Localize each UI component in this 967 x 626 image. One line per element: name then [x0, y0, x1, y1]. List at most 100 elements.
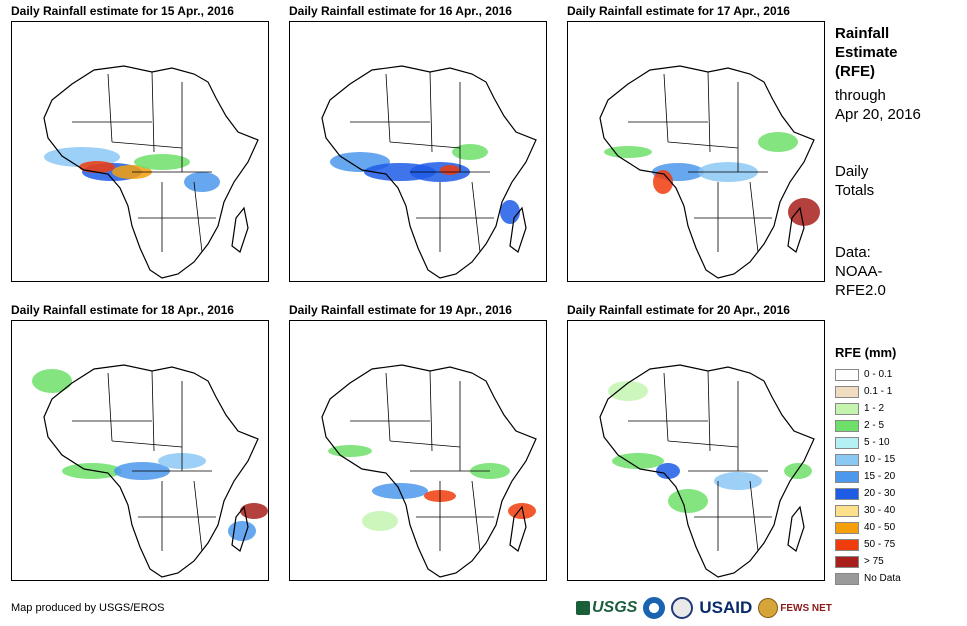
country-borders: [350, 370, 494, 552]
legend-swatch: [835, 521, 859, 534]
rainfall-area: [612, 453, 664, 469]
legend-item: 5 - 10: [835, 434, 901, 451]
legend-label: No Data: [864, 573, 901, 584]
rainfall-area: [32, 369, 72, 393]
coastline: [787, 206, 805, 253]
coastline: [599, 364, 815, 578]
legend-item: 50 - 75: [835, 536, 901, 553]
rainfall-area: [653, 170, 673, 194]
map-panel-18-apr: Daily Rainfall estimate for 18 Apr., 201…: [11, 303, 269, 581]
rainfall-map: [567, 21, 825, 282]
panel-title: Daily Rainfall estimate for 17 Apr., 201…: [567, 4, 790, 18]
coastline: [509, 206, 527, 253]
map-panel-17-apr: Daily Rainfall estimate for 17 Apr., 201…: [567, 4, 825, 282]
rainfall-map: [567, 320, 825, 581]
rainfall-area: [228, 521, 256, 541]
rainfall-area: [79, 161, 115, 173]
legend-item: 20 - 30: [835, 485, 901, 502]
panel-title: Daily Rainfall estimate for 18 Apr., 201…: [11, 303, 234, 317]
rainfall-area: [758, 132, 798, 152]
coastline: [599, 65, 815, 279]
usaid-logo: USAID: [699, 598, 753, 617]
legend-item: 0.1 - 1: [835, 383, 901, 400]
legend-swatch: [835, 538, 859, 551]
rainfall-area: [184, 172, 220, 192]
rainfall-area: [452, 144, 488, 160]
panel-title: Daily Rainfall estimate for 16 Apr., 201…: [289, 4, 512, 18]
legend-swatch: [835, 419, 859, 432]
usgs-wave-icon: [576, 601, 590, 615]
map-graphic: [43, 65, 259, 279]
legend-item: 10 - 15: [835, 451, 901, 468]
legend-label: > 75: [864, 556, 884, 567]
map-graphic: [32, 364, 268, 578]
totals-line: Daily: [835, 163, 869, 180]
legend-swatch: [835, 572, 859, 585]
totals-line: Totals: [835, 182, 875, 199]
country-borders: [628, 370, 772, 552]
map-panel-15-apr: Daily Rainfall estimate for 15 Apr., 201…: [11, 4, 269, 282]
rainfall-area: [784, 463, 812, 479]
legend-item: 30 - 40: [835, 502, 901, 519]
legend-swatch: [835, 453, 859, 466]
coastline: [43, 65, 259, 279]
rainfall-area: [500, 200, 520, 224]
side-title: Rainfall Estimate (RFE): [835, 24, 898, 81]
side-totals: Daily Totals: [835, 162, 874, 200]
coastline: [231, 206, 249, 253]
globe-icon: [758, 598, 779, 618]
legend-item: > 75: [835, 553, 901, 570]
through-date: Apr 20, 2016: [835, 106, 921, 123]
legend-label: 1 - 2: [864, 403, 885, 414]
rainfall-map: [11, 320, 269, 581]
side-data-source: Data: NOAA- RFE2.0: [835, 243, 886, 300]
rainfall-area: [134, 154, 190, 170]
legend-swatch: [835, 487, 859, 500]
rainfall-map: [11, 21, 269, 282]
country-borders: [72, 71, 216, 253]
legend-item: 2 - 5: [835, 417, 901, 434]
country-borders: [628, 71, 772, 253]
credit-text: Map produced by USGS/EROS: [11, 602, 165, 614]
rainfall-area: [604, 146, 652, 158]
legend-item: 0 - 0.1: [835, 366, 901, 383]
legend-item: 15 - 20: [835, 468, 901, 485]
country-borders: [72, 370, 216, 552]
rainfall-area: [362, 511, 398, 531]
coastline: [43, 364, 259, 578]
map-graphic: [321, 65, 537, 279]
side-title-line: (RFE): [835, 63, 875, 80]
rainfall-area: [788, 198, 820, 226]
rainfall-map: [289, 320, 547, 581]
usgs-logo: USGS: [576, 599, 637, 617]
rainfall-area: [668, 489, 708, 513]
panel-title: Daily Rainfall estimate for 19 Apr., 201…: [289, 303, 512, 317]
legend-title: RFE (mm): [835, 345, 897, 360]
legend-swatch: [835, 470, 859, 483]
through-label: through: [835, 87, 886, 104]
legend-swatch: [835, 385, 859, 398]
legend-swatch: [835, 402, 859, 415]
legend-label: 30 - 40: [864, 505, 896, 516]
rainfall-map: [289, 21, 547, 282]
rainfall-area: [508, 503, 536, 519]
legend-label: 50 - 75: [864, 539, 896, 550]
map-panel-20-apr: Daily Rainfall estimate for 20 Apr., 201…: [567, 303, 825, 581]
rainfall-area: [656, 463, 680, 479]
coastline: [231, 505, 249, 552]
noaa-logo-icon: [643, 597, 666, 619]
legend-swatch: [835, 504, 859, 517]
legend-swatch: [835, 368, 859, 381]
rainfall-area: [608, 381, 648, 401]
legend-label: 2 - 5: [864, 420, 885, 431]
legend-label: 10 - 15: [864, 454, 896, 465]
map-panel-16-apr: Daily Rainfall estimate for 16 Apr., 201…: [289, 4, 547, 282]
rainfall-area: [62, 463, 122, 479]
fews-net-logo: FEWS NET: [758, 598, 832, 618]
coastline: [509, 505, 527, 552]
data-line: NOAA-: [835, 263, 883, 280]
doi-seal-icon: [671, 597, 694, 619]
panel-title: Daily Rainfall estimate for 15 Apr., 201…: [11, 4, 234, 18]
side-title-line: Rainfall: [835, 25, 890, 42]
side-through: through Apr 20, 2016: [835, 86, 921, 124]
